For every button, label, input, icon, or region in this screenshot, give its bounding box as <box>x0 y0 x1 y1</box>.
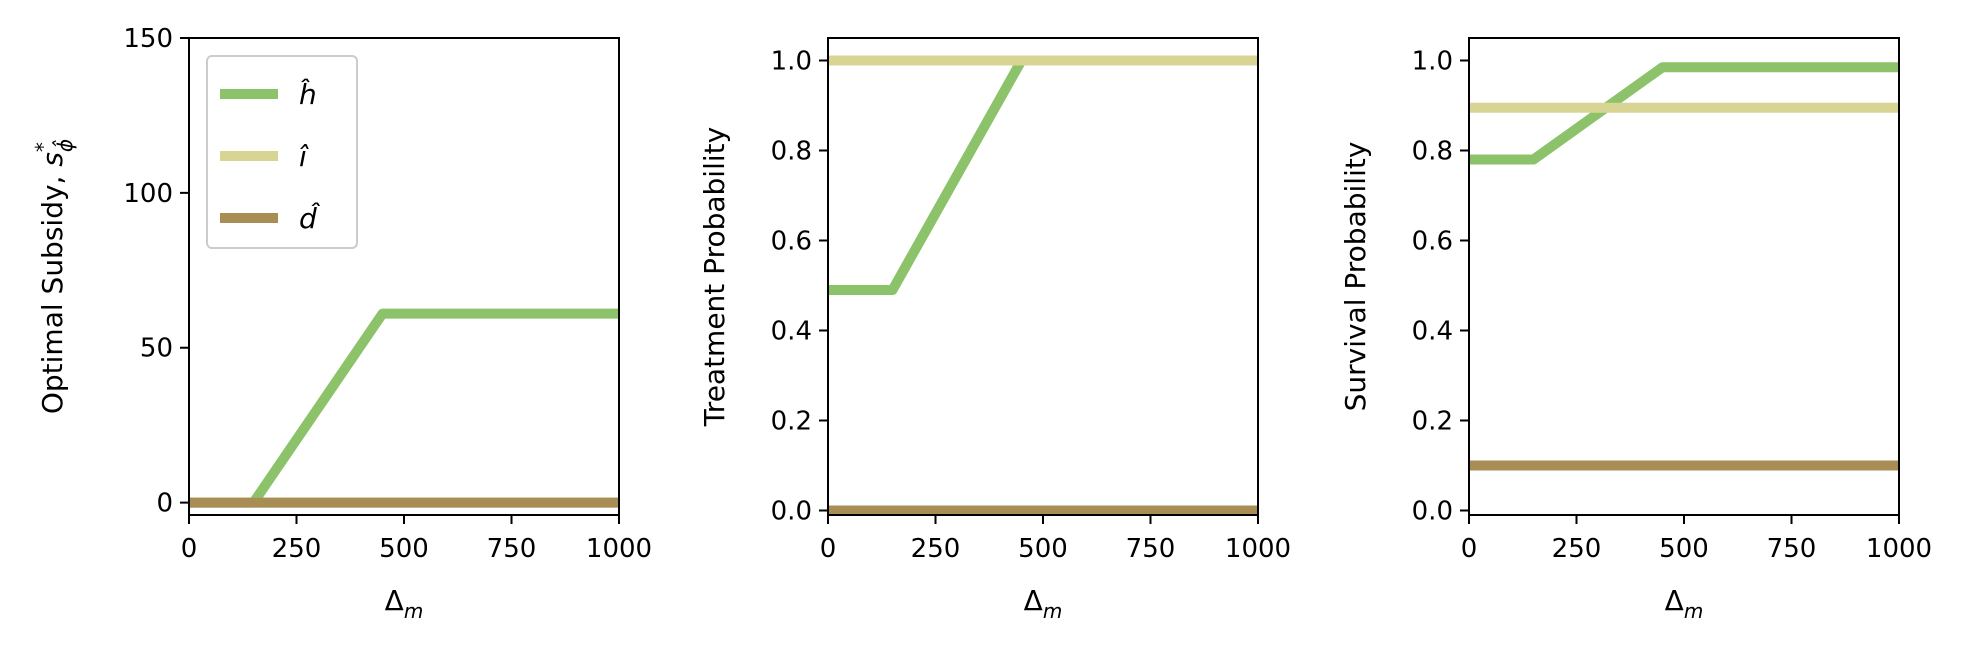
x-axis-label: Δm <box>385 584 424 623</box>
legend-label-h-hat: ĥ <box>299 77 317 111</box>
y-tick-label: 150 <box>123 24 173 54</box>
legend-box <box>206 55 358 249</box>
y-tick-label: 0.2 <box>771 407 812 437</box>
legend-label-d-hat: d̂ <box>299 202 321 235</box>
x-tick-label: 250 <box>1552 534 1602 564</box>
y-tick-label: 0.8 <box>1412 137 1453 167</box>
y-tick-label: 0.2 <box>1412 407 1453 437</box>
y-tick-label: 0.0 <box>771 497 812 527</box>
y-tick-label: 0.0 <box>1412 497 1453 527</box>
x-tick-label: 500 <box>1018 534 1068 564</box>
series-line-h-hat <box>1469 62 1899 165</box>
chart-panel-1: 0 250 500 750 1000 0 50 100 150 Δm Optimal Subsidy… <box>31 24 652 623</box>
y-axis-label: Survival Probability <box>1339 142 1372 412</box>
x-tick-label: 1000 <box>586 534 652 564</box>
y-axis-label: Treatment Probability <box>698 127 731 427</box>
chart-panel-3: 0 250 500 750 1000 0.0 0.2 0.4 0.6 0.8 1.0 Δm Surviv… <box>1339 37 1932 623</box>
x-tick-label: 1000 <box>1225 534 1291 564</box>
y-tick-label: 50 <box>140 334 173 364</box>
legend-label-i-hat: î <box>299 140 309 173</box>
x-tick-label: 0 <box>1461 534 1478 564</box>
y-tick-label: 0.8 <box>771 137 812 167</box>
plot-frame <box>827 37 1259 516</box>
x-tick-label: 750 <box>487 534 537 564</box>
x-axis-label: Δm <box>1665 584 1704 623</box>
x-tick-label: 0 <box>820 534 837 564</box>
y-axis-label: Optimal Subsidy, s*ϕ̂ <box>31 139 77 414</box>
x-tick-label: 500 <box>1659 534 1709 564</box>
x-tick-label: 500 <box>379 534 429 564</box>
y-tick-label: 0 <box>156 489 173 519</box>
y-tick-label: 0.4 <box>1412 317 1453 347</box>
y-tick-label: 1.0 <box>771 47 812 77</box>
x-tick-label: 750 <box>1126 534 1176 564</box>
x-tick-label: 250 <box>911 534 961 564</box>
series-line-h-hat <box>828 55 1258 295</box>
x-tick-label: 1000 <box>1866 534 1932 564</box>
y-tick-label: 0.6 <box>1412 227 1453 257</box>
y-tick-label: 0.4 <box>771 317 812 347</box>
legend: ĥî d̂ <box>206 55 358 249</box>
x-tick-label: 0 <box>181 534 198 564</box>
series-line-h-hat <box>189 308 619 508</box>
x-tick-label: 750 <box>1767 534 1817 564</box>
x-axis-label: Δm <box>1024 584 1063 623</box>
chart-panel-2: 0 250 500 750 1000 0.0 0.2 0.4 0.6 0.8 1.0 Δm Treatm… <box>698 37 1291 623</box>
y-tick-label: 0.6 <box>771 227 812 257</box>
y-tick-label: 1.0 <box>1412 47 1453 77</box>
x-tick-label: 250 <box>272 534 322 564</box>
y-tick-label: 100 <box>123 179 173 209</box>
